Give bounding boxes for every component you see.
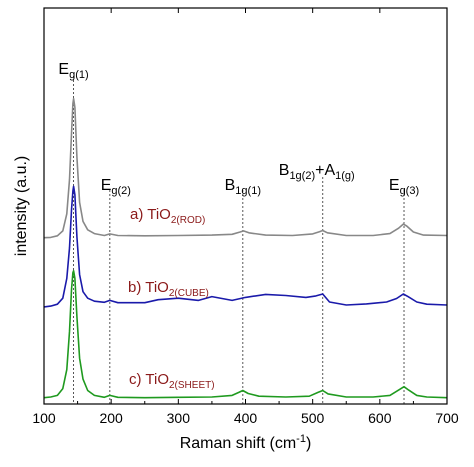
peak-label-sub: g(1) [69,69,89,81]
x-tick-label: 700 [435,410,459,426]
series-line-cube [43,185,448,308]
series-line-rod [43,97,448,239]
peak-label-main: E [58,61,69,78]
plot-frame [43,7,448,405]
spectra-series [43,97,448,399]
sample-label-cube: b) TiO2(CUBE) [128,279,209,299]
peak-guide-lines [73,76,405,404]
peak-label: B1g(1) [225,177,261,197]
peak-label-main: E [389,177,400,194]
sample-label-sub: 2(ROD) [171,215,205,226]
peak-label-main: B [279,162,290,179]
x-axis-title-tail: ) [306,435,311,452]
x-tick-label: 300 [167,410,191,426]
peak-label-main: E [101,177,112,194]
peak-label: B1g(2)+A1(g) [279,162,355,182]
x-axis-title-main: Raman shift (cm [180,435,296,452]
peak-label-sub: 1g(2) [289,170,315,182]
sample-label-main: c) TiO [129,371,169,388]
peak-label-sub: g(2) [111,185,131,197]
sample-label-rod: a) TiO2(ROD) [130,206,205,226]
x-tick-label: 500 [301,410,325,426]
peak-label: Eg(2) [101,177,131,197]
peak-label: Eg(1) [58,61,88,81]
peak-label-sub: g(3) [400,185,420,197]
peak-labels: Eg(1)Eg(2) B1g(1)B1g(2)+A1(g)Eg(3) [58,61,419,197]
sample-label-sub: 2(SHEET) [169,380,215,391]
series-line-sheet [43,270,448,399]
axis-ticks: 100 200 300 400 500 600 700 [32,8,459,426]
x-tick-label: 200 [99,410,123,426]
sample-label-sheet: c) TiO2(SHEET) [129,371,215,391]
peak-label-sub: 1g(1) [235,185,261,197]
x-tick-label: 600 [368,410,392,426]
sample-label-sub: 2(CUBE) [169,288,209,299]
y-axis-title: intensity (a.u.) [13,156,30,256]
peak-label: Eg(3) [389,177,419,197]
sample-labels: a) TiO2(ROD) b) TiO2(CUBE) c) TiO2(SHEET) [128,206,215,391]
peak-label-sub2: 1(g) [335,170,355,182]
x-tick-label: 100 [32,410,56,426]
sample-label-main: a) TiO [130,206,171,223]
peak-label-main: B [225,177,236,194]
x-axis-title: Raman shift (cm-1) [180,433,312,452]
peak-label-tail: +A [315,162,335,179]
sample-label-main: b) TiO [128,279,169,296]
x-axis-title-superscript: -1 [296,433,306,445]
x-tick-label: 400 [234,410,258,426]
